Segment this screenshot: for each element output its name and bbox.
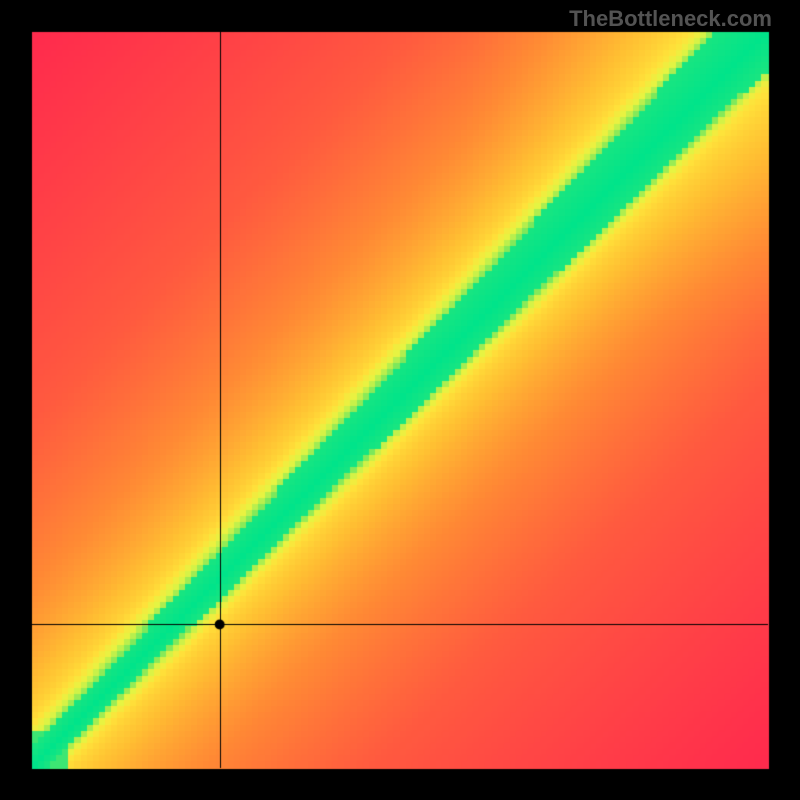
bottleneck-heatmap <box>0 0 800 800</box>
chart-container: TheBottleneck.com <box>0 0 800 800</box>
watermark-text: TheBottleneck.com <box>569 6 772 32</box>
